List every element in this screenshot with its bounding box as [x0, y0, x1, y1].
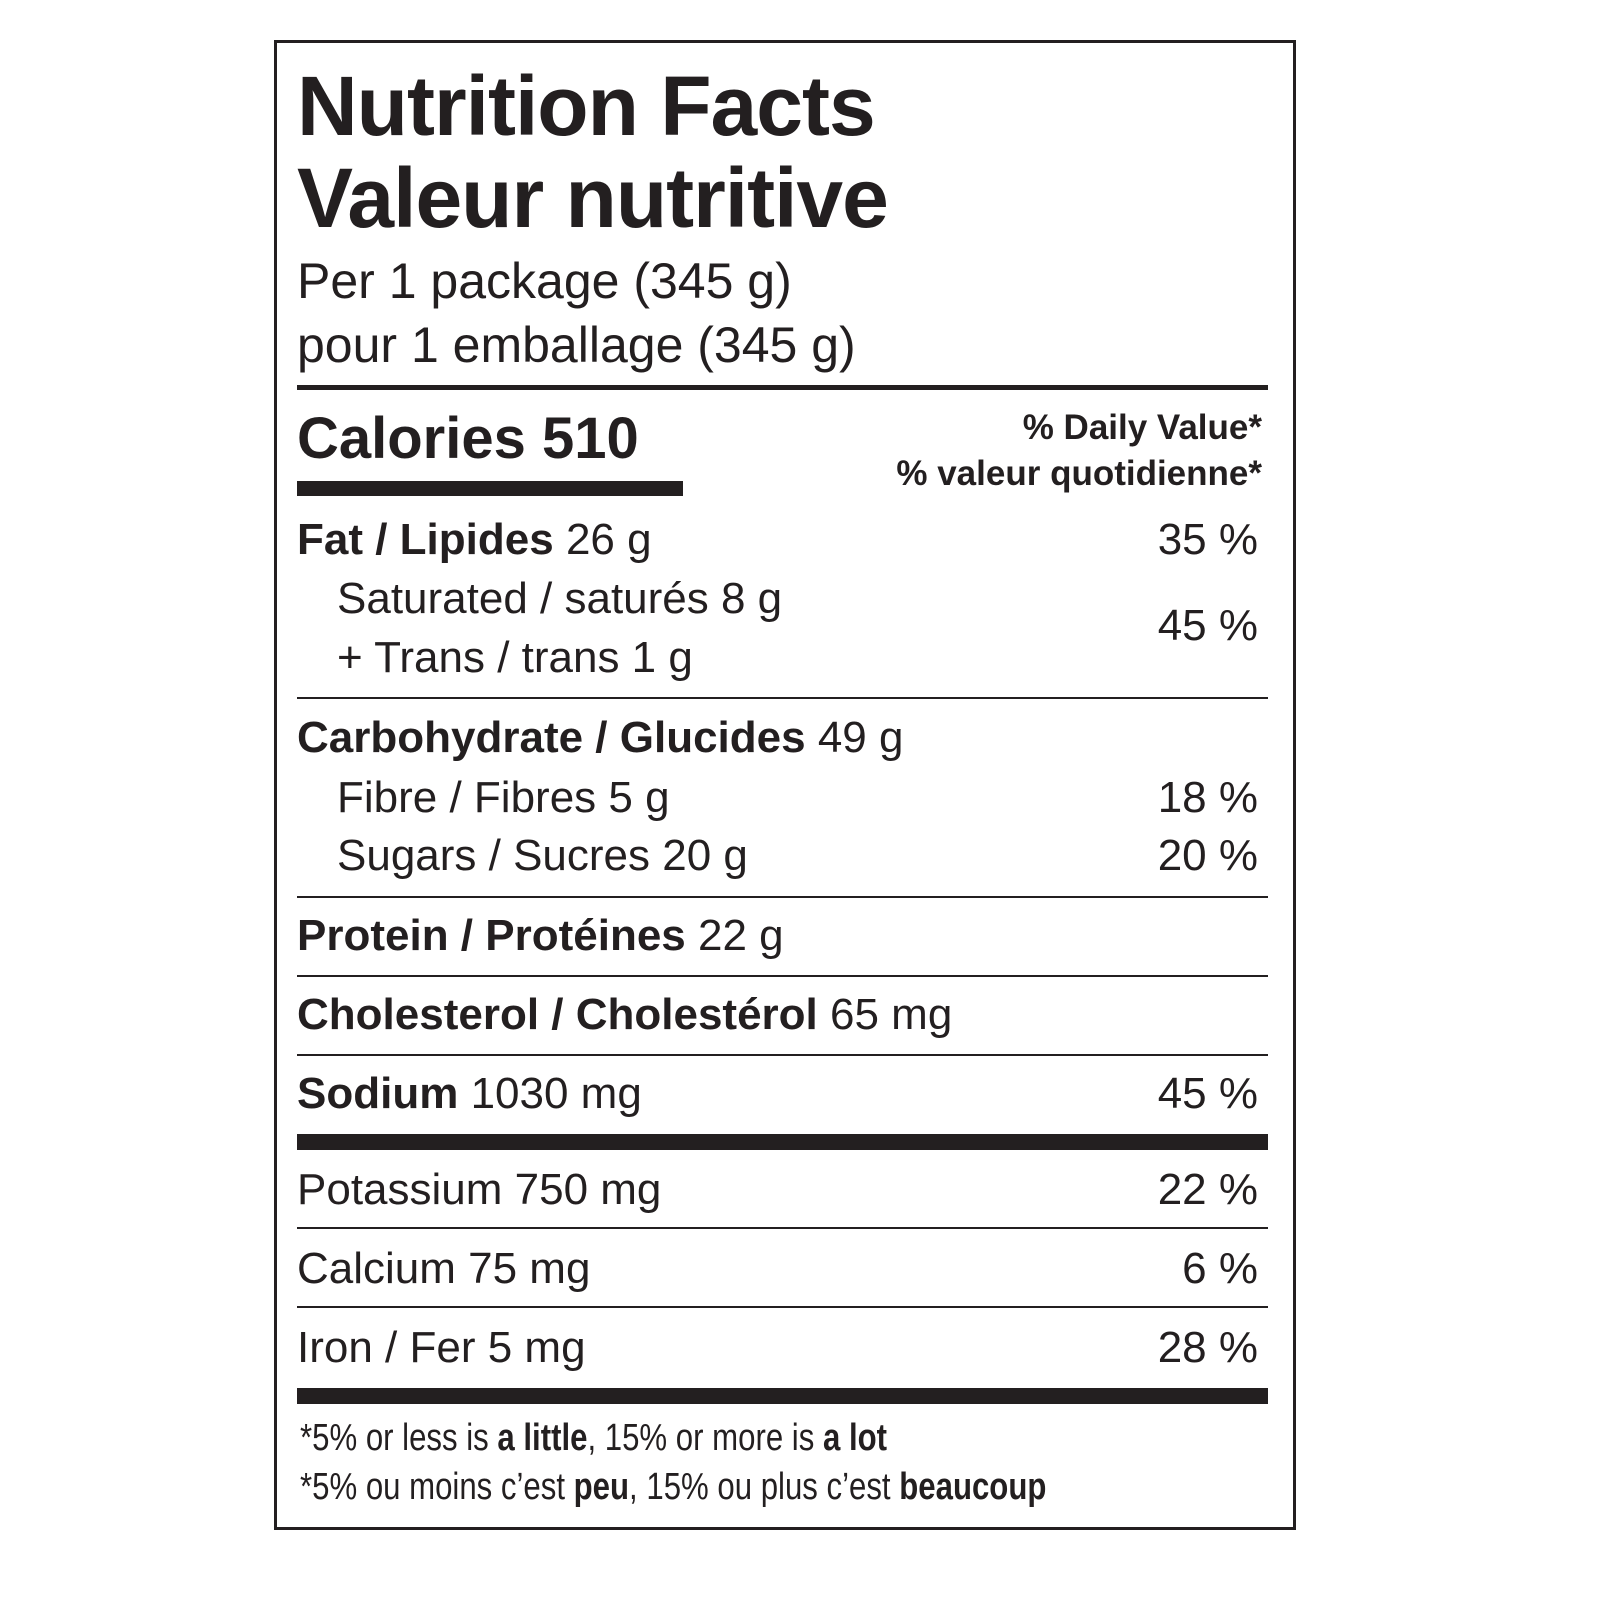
footnote-text: , 15% or more is [587, 1417, 823, 1459]
nutrient-row-protein: Protein / Protéines 22 g [297, 914, 1259, 958]
footnote-emphasis: a lot [822, 1417, 888, 1459]
calories-line: Calories 510 [297, 410, 639, 468]
divider [297, 1306, 1268, 1308]
nutrition-facts-panel [274, 40, 1296, 1530]
nutrient-amount: 22 g [698, 911, 784, 960]
sodium-daily-value: 45 % [1157, 1069, 1258, 1118]
nutrient-row-sodium: Sodium 1030 mg [297, 1072, 1259, 1116]
saturated-trans-daily-value: 45 % [1157, 601, 1258, 650]
divider [297, 1054, 1268, 1056]
nutrient-label: Protein / Protéines [297, 911, 686, 960]
nutrient-row-trans: + Trans / trans 1 g [337, 633, 693, 682]
nutrient-row-fat: Fat / Lipides 26 g [297, 518, 1259, 562]
daily-value-header-french: % valeur quotidienne* [896, 454, 1262, 493]
nutrient-label: Sodium [297, 1069, 459, 1118]
nutrient-label: Cholesterol / Cholestérol [297, 990, 818, 1039]
footnote-text: *5% or less is [300, 1417, 498, 1459]
footnote-emphasis: beaucoup [899, 1466, 1047, 1508]
serving-size-english: Per 1 package (345 g) [297, 253, 792, 309]
calories-value: 510 [542, 406, 639, 471]
divider-thick [297, 385, 1268, 390]
calories-label: Calories [297, 406, 526, 471]
nutrient-amount: 1030 mg [470, 1069, 642, 1118]
calories-bar [297, 481, 683, 496]
nutrient-label: Fat / Lipides [297, 515, 554, 564]
serving-size-french: pour 1 emballage (345 g) [297, 317, 856, 373]
sugars-daily-value: 20 % [1157, 831, 1258, 880]
footnote-text: *5% ou moins c’est [300, 1466, 574, 1508]
footnote-emphasis: peu [573, 1466, 630, 1508]
divider [297, 697, 1268, 699]
nutrient-row-saturated: Saturated / saturés 8 g [337, 574, 783, 623]
footnote-french: *5% ou moins c’est peu, 15% ou plus c’es… [300, 1468, 1046, 1506]
potassium-daily-value: 22 % [1157, 1165, 1258, 1214]
fibre-daily-value: 18 % [1157, 773, 1258, 822]
calcium-daily-value: 6 % [1182, 1244, 1258, 1293]
daily-value-header-english: % Daily Value* [1022, 408, 1262, 447]
divider [297, 1227, 1268, 1229]
footnote-emphasis: a little [497, 1417, 588, 1459]
nutrient-row-iron: Iron / Fer 5 mg [297, 1323, 586, 1372]
nutrient-amount: 65 mg [830, 990, 953, 1039]
iron-daily-value: 28 % [1157, 1323, 1258, 1372]
divider [297, 896, 1268, 898]
nutrient-row-fibre: Fibre / Fibres 5 g [337, 773, 670, 822]
footnote-text: , 15% ou plus c’est [629, 1466, 900, 1508]
nutrient-amount: 49 g [817, 713, 904, 762]
divider-thick [297, 1388, 1268, 1404]
nutrient-row-potassium: Potassium 750 mg [297, 1165, 662, 1214]
nutrient-label: Carbohydrate / Glucides [297, 713, 806, 762]
divider [297, 975, 1268, 977]
title-english: Nutrition Facts [297, 59, 876, 153]
footnote-english: *5% or less is a little, 15% or more is … [300, 1419, 887, 1457]
title-french: Valeur nutritive [297, 151, 889, 245]
divider-thick [297, 1134, 1268, 1150]
nutrient-row-sugars: Sugars / Sucres 20 g [337, 831, 748, 880]
nutrient-row-cholesterol: Cholesterol / Cholestérol 65 mg [297, 993, 1259, 1037]
fat-daily-value: 35 % [1157, 515, 1258, 564]
nutrient-amount: 26 g [565, 515, 652, 564]
nutrient-row-calcium: Calcium 75 mg [297, 1244, 591, 1293]
nutrient-row-carbohydrate: Carbohydrate / Glucides 49 g [297, 716, 1259, 760]
